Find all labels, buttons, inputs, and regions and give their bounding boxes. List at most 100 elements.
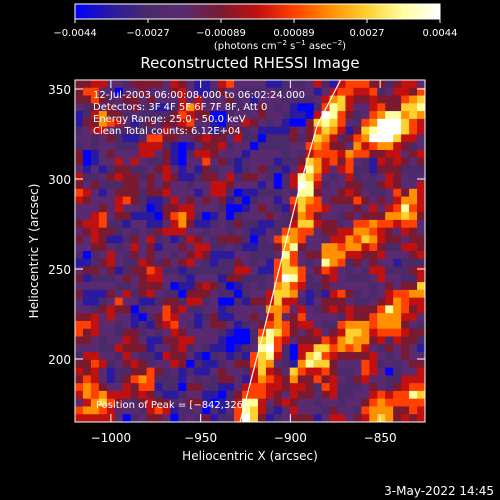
heatmap-cell (146, 204, 156, 213)
heatmap-cell (130, 383, 140, 392)
heatmap-cell (409, 274, 418, 283)
heatmap-cell (170, 398, 179, 408)
heatmap-cell (75, 212, 84, 221)
heatmap-cell (257, 414, 267, 422)
heatmap-cell (98, 289, 108, 299)
heatmap-cell (281, 266, 291, 275)
heatmap-cell (273, 352, 283, 361)
heatmap-cell (170, 134, 179, 143)
heatmap-cell (90, 406, 100, 415)
heatmap-cell (162, 111, 172, 120)
heatmap-cell (234, 398, 243, 408)
heatmap-cell (385, 126, 394, 136)
heatmap-cell (353, 118, 362, 128)
heatmap-cell (226, 414, 235, 422)
heatmap-cell (82, 320, 92, 330)
heatmap-cell (146, 95, 156, 104)
heatmap-cell (106, 204, 116, 213)
heatmap-cell (281, 80, 291, 89)
heatmap-cell (281, 227, 291, 237)
heatmap-cell (250, 282, 259, 291)
heatmap-cell (210, 414, 219, 422)
heatmap-cell (114, 328, 124, 338)
heatmap-cell (257, 313, 267, 322)
heatmap-cell (305, 80, 315, 89)
heatmap-cell (313, 196, 323, 205)
heatmap-cell (82, 165, 92, 174)
heatmap-cell (337, 352, 347, 361)
heatmap-cell (130, 196, 140, 205)
heatmap-cell (170, 95, 179, 104)
heatmap-cell (337, 297, 347, 307)
heatmap-cell (377, 188, 386, 198)
heatmap-cell (114, 134, 124, 143)
heatmap-cell (401, 243, 410, 252)
heatmap-cell (210, 305, 219, 314)
heatmap-cell (170, 219, 179, 229)
heatmap-cell (401, 406, 410, 415)
heatmap-cell (106, 235, 116, 244)
heatmap-cell (393, 219, 402, 229)
heatmap-cell (377, 313, 386, 322)
heatmap-cell (75, 305, 84, 314)
heatmap-cell (385, 359, 394, 369)
heatmap-cell (305, 196, 315, 205)
heatmap-cell (409, 188, 418, 198)
heatmap-cell (273, 367, 283, 376)
heatmap-cell (242, 274, 251, 283)
heatmap-cell (90, 305, 100, 314)
heatmap-cell (417, 111, 425, 120)
heatmap-cell (178, 103, 187, 112)
heatmap-cell (98, 359, 108, 369)
heatmap-cell (250, 251, 259, 260)
heatmap-cell (178, 111, 187, 120)
heatmap-cell (106, 359, 116, 369)
heatmap-cell (257, 398, 267, 408)
heatmap-cell (345, 258, 354, 268)
heatmap-cell (257, 80, 267, 89)
heatmap-cell (345, 219, 354, 229)
heatmap-cell (138, 80, 148, 89)
heatmap-cell (90, 149, 100, 159)
heatmap-cell (409, 157, 418, 167)
heatmap-cell (321, 80, 331, 89)
heatmap-cell (417, 157, 425, 167)
heatmap-cell (130, 406, 140, 415)
heatmap-cell (369, 235, 378, 244)
heatmap-cell (337, 149, 347, 159)
heatmap-cell (289, 227, 299, 237)
heatmap-cell (305, 219, 315, 229)
heatmap-cell (289, 142, 299, 151)
heatmap-cell (90, 118, 100, 128)
heatmap-cell (361, 235, 370, 244)
heatmap-cell (361, 359, 370, 369)
heatmap-cell (114, 406, 124, 415)
heatmap-cell (329, 157, 339, 167)
heatmap-cell (281, 344, 291, 353)
heatmap-cell (154, 149, 164, 159)
heatmap-cell (313, 165, 323, 174)
heatmap-cell (385, 142, 394, 151)
heatmap-cell (138, 390, 148, 400)
heatmap-cell (226, 235, 235, 244)
heatmap-cell (377, 266, 386, 275)
heatmap-cell (369, 320, 378, 330)
heatmap-cell (337, 165, 347, 174)
heatmap-cell (329, 149, 339, 159)
heatmap-cell (218, 243, 227, 252)
heatmap-cell (377, 204, 386, 213)
heatmap-cell (82, 95, 92, 104)
heatmap-cell (162, 196, 172, 205)
heatmap-cell (130, 390, 140, 400)
heatmap-cell (202, 359, 211, 369)
heatmap-cell (313, 375, 323, 384)
heatmap-cell (226, 243, 235, 252)
heatmap-cell (194, 95, 203, 104)
heatmap-cell (210, 320, 219, 330)
heatmap-cell (130, 289, 140, 299)
heatmap-cell (202, 142, 211, 151)
heatmap-cell (106, 251, 116, 260)
heatmap-cell (369, 336, 378, 345)
heatmap-cell (218, 173, 227, 182)
